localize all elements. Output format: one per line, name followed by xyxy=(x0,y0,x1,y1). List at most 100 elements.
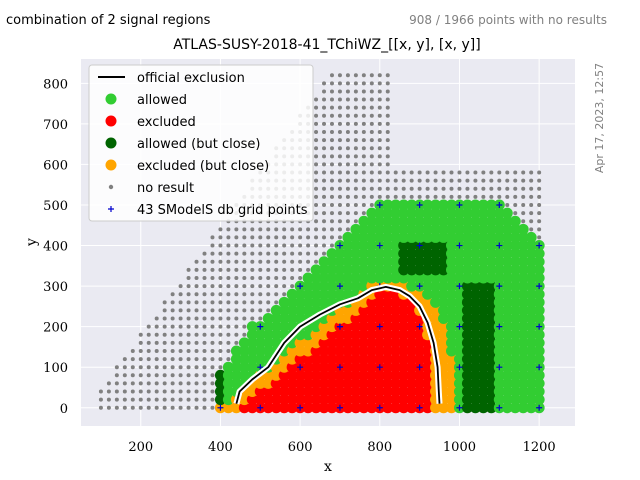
no-result-point xyxy=(361,202,366,207)
allowed-point xyxy=(414,207,426,219)
no-result-point xyxy=(178,316,183,321)
allowed-point xyxy=(382,272,394,284)
no-result-point xyxy=(274,300,279,305)
no-result-point xyxy=(242,300,247,305)
no-result-point xyxy=(186,397,191,402)
allowed-point xyxy=(382,256,394,268)
no-result-point xyxy=(433,194,438,199)
no-result-point xyxy=(290,243,295,248)
no-result-point xyxy=(266,267,271,272)
no-result-point xyxy=(194,373,199,378)
allowed-point xyxy=(453,296,465,308)
allowed-point xyxy=(446,280,457,292)
excluded-close-point xyxy=(438,337,450,349)
no-result-point xyxy=(353,202,358,207)
no-result-point xyxy=(162,340,167,345)
no-result-point xyxy=(234,227,239,232)
no-result-point xyxy=(465,186,470,191)
allowed-point xyxy=(533,296,545,308)
no-result-point xyxy=(337,235,342,240)
excluded-close-point xyxy=(326,321,338,333)
excluded-point xyxy=(310,353,322,365)
no-result-point xyxy=(178,357,183,362)
excluded-point xyxy=(398,394,410,406)
no-result-point xyxy=(441,194,446,199)
allowed-close-point xyxy=(214,377,226,389)
allowed-point xyxy=(461,223,473,235)
allowed-close-point xyxy=(477,329,489,341)
timestamp-label: Apr 17, 2023, 12:57 xyxy=(593,63,606,173)
allowed-point xyxy=(501,313,513,325)
no-result-point xyxy=(138,348,143,353)
no-result-point xyxy=(481,194,486,199)
no-result-point xyxy=(329,186,334,191)
excluded-point xyxy=(294,377,306,389)
no-result-point xyxy=(306,227,311,232)
db-grid-point xyxy=(416,242,423,249)
excluded-point xyxy=(254,386,266,398)
excluded-point xyxy=(398,345,410,357)
no-result-point xyxy=(242,292,247,297)
allowed-point xyxy=(501,304,513,316)
no-result-point xyxy=(226,348,231,353)
excluded-point xyxy=(262,394,274,406)
allowed-point xyxy=(501,240,513,252)
excluded-point xyxy=(318,394,330,406)
no-result-point xyxy=(274,259,279,264)
allowed-point xyxy=(501,329,513,341)
no-result-point xyxy=(170,324,175,329)
allowed-point xyxy=(406,199,418,211)
no-result-point xyxy=(258,308,263,313)
allowed-point xyxy=(350,248,362,260)
x-axis-label: x xyxy=(324,459,332,475)
allowed-close-point xyxy=(477,402,489,414)
excluded-close-point xyxy=(318,329,330,341)
no-result-point xyxy=(521,202,526,207)
no-result-point xyxy=(170,316,175,321)
allowed-point xyxy=(422,199,434,211)
no-result-point xyxy=(369,202,374,207)
excluded-point xyxy=(342,345,354,357)
allowed-point xyxy=(453,223,465,235)
no-result-point xyxy=(258,259,263,264)
allowed-point xyxy=(446,272,457,284)
allowed-point xyxy=(382,207,394,219)
no-result-point xyxy=(329,89,334,94)
no-result-point xyxy=(170,308,175,313)
excluded-point xyxy=(398,296,410,308)
allowed-point xyxy=(366,272,378,284)
no-result-point xyxy=(170,348,175,353)
no-result-point xyxy=(345,186,350,191)
no-result-point xyxy=(186,267,191,272)
no-result-point xyxy=(513,211,518,216)
allowed-close-point xyxy=(461,386,473,398)
excluded-point xyxy=(374,377,386,389)
allowed-close-point xyxy=(477,304,489,316)
no-result-point xyxy=(178,348,183,353)
excluded-point xyxy=(350,345,362,357)
excluded-close-point xyxy=(446,394,457,406)
no-result-point xyxy=(130,397,135,402)
allowed-point xyxy=(270,313,282,325)
allowed-close-point xyxy=(430,240,442,252)
no-result-point xyxy=(337,121,342,126)
no-result-point xyxy=(210,275,215,280)
no-result-point xyxy=(497,186,502,191)
y-axis-label: y xyxy=(24,238,40,247)
no-result-point xyxy=(186,284,191,289)
allowed-point xyxy=(501,223,513,235)
allowed-point xyxy=(493,345,505,357)
no-result-point xyxy=(210,348,215,353)
allowed-point xyxy=(525,264,537,276)
no-result-point xyxy=(242,308,247,313)
no-result-point xyxy=(521,170,526,175)
no-result-point xyxy=(274,267,279,272)
no-result-point xyxy=(298,275,303,280)
no-result-point xyxy=(433,186,438,191)
allowed-close-point xyxy=(485,353,497,365)
no-result-point xyxy=(154,405,159,410)
allowed-point xyxy=(477,231,489,243)
no-result-point xyxy=(361,170,366,175)
db-grid-point xyxy=(336,323,343,330)
excluded-close-point xyxy=(302,337,314,349)
